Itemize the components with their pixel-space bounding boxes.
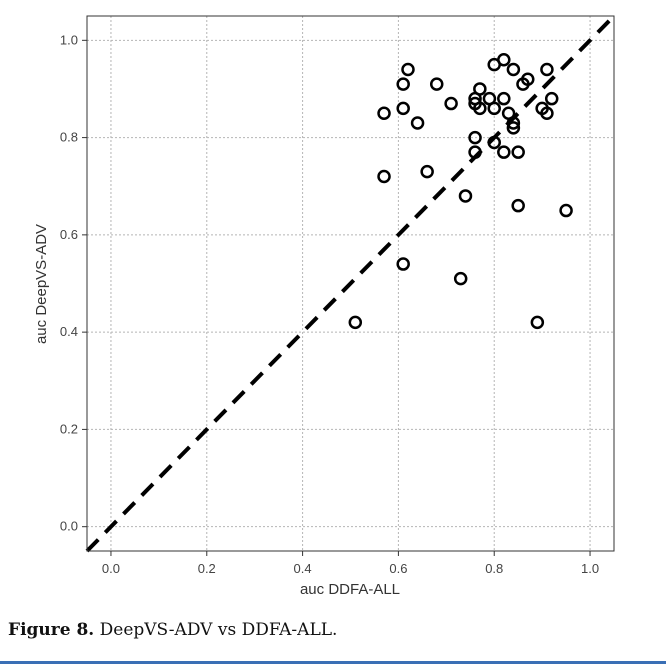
data-point-22 xyxy=(487,135,501,150)
data-point-29 xyxy=(506,121,521,135)
y-tick-label-4: 0.8 xyxy=(60,130,78,145)
data-point-38 xyxy=(544,91,559,106)
y-tick-label-2: 0.4 xyxy=(60,324,78,339)
x-tick-label-4: 0.8 xyxy=(485,561,503,576)
data-point-15 xyxy=(468,130,482,145)
figure-label: Figure 8. xyxy=(8,620,95,640)
y-tick-label-0: 0.0 xyxy=(60,519,78,534)
data-point-36 xyxy=(540,62,554,77)
axis-ticks: 0.0 0.2 0.4 0.6 0.8 1.0 0.0 0.2 0.4 0.6 0.8 1.0 xyxy=(60,32,599,576)
data-point-3 xyxy=(396,77,410,91)
data-point-6 xyxy=(401,62,415,77)
data-point-31 xyxy=(511,198,525,213)
y-tick-label-3: 0.6 xyxy=(60,227,78,242)
data-point-30 xyxy=(511,145,525,159)
data-point-11 xyxy=(453,271,468,286)
data-point-1 xyxy=(377,106,391,121)
data-point-17 xyxy=(473,82,487,96)
data-point-10 xyxy=(444,96,458,111)
data-point-0 xyxy=(348,315,363,330)
plot-frame xyxy=(86,15,615,552)
data-point-39 xyxy=(559,203,573,218)
y-tick-label-1: 0.2 xyxy=(60,421,78,436)
data-point-23 xyxy=(497,53,511,67)
data-point-24 xyxy=(497,91,511,106)
data-point-16 xyxy=(468,145,482,159)
x-tick-label-2: 0.4 xyxy=(294,561,312,576)
figure-caption-text: DeepVS-ADV vs DDFA-ALL. xyxy=(94,620,338,640)
scatter-chart: 0.0 0.2 0.4 0.6 0.8 1.0 0.0 0.2 0.4 0.6 0.8 1.0 auc… xyxy=(33,14,616,598)
data-point-33 xyxy=(521,72,535,86)
data-point-27 xyxy=(506,62,521,77)
data-point-12 xyxy=(458,189,473,203)
data-point-18 xyxy=(473,101,487,116)
data-point-4 xyxy=(396,101,410,116)
x-tick-label-0: 0.0 xyxy=(102,561,120,576)
x-tick-label-1: 0.2 xyxy=(198,561,216,576)
data-point-8 xyxy=(420,164,434,179)
y-axis-label: auc DeepVS-ADV xyxy=(33,224,50,344)
caption-rule xyxy=(0,661,666,664)
x-tick-label-5: 1.0 xyxy=(581,561,599,576)
reference-line-group xyxy=(85,14,616,553)
reference-line xyxy=(85,14,616,553)
data-point-34 xyxy=(530,315,545,330)
x-tick-label-3: 0.6 xyxy=(389,561,407,576)
data-point-21 xyxy=(487,101,501,116)
data-points xyxy=(348,53,573,330)
y-tick-label-5: 1.0 xyxy=(60,32,78,47)
data-point-2 xyxy=(377,169,391,184)
x-axis-label: auc DDFA-ALL xyxy=(300,581,400,598)
data-point-28 xyxy=(506,116,521,130)
data-point-25 xyxy=(497,145,511,159)
figure-caption: Figure 8. DeepVS-ADV vs DDFA-ALL. xyxy=(8,620,337,640)
data-point-37 xyxy=(540,106,554,121)
data-point-5 xyxy=(396,257,410,271)
data-point-9 xyxy=(429,77,444,91)
data-point-7 xyxy=(410,116,425,130)
